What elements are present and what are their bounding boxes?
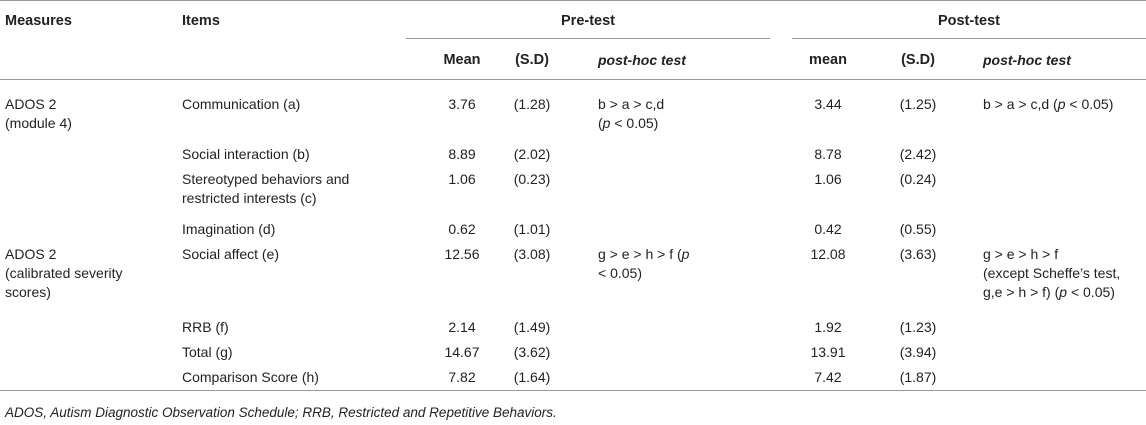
row-post-mean: 12.08 [810,246,846,262]
row-pre-mean: 12.56 [444,246,480,262]
header-post-posthoc: post-hoc test [983,52,1071,68]
posthoc-text: ( [598,115,603,131]
row-pre-sd: (0.23) [513,171,551,187]
posthoc-text: b > a > c,d ( [983,96,1058,112]
posthoc-calibrated-post: g > e > h > f (except Scheffe’s test, g,… [983,245,1120,302]
header-measures: Measures [5,13,72,29]
p-value-symbol: p [602,115,611,131]
row-post-sd: (1.87) [899,369,937,385]
row-item: Imagination (d) [182,221,276,237]
row-post-sd: (0.24) [899,171,937,187]
row-pre-sd: (2.02) [513,146,551,162]
posthoc-text: g > e > h > f (except Scheffe’s test, g,… [983,246,1121,300]
row-post-mean: 3.44 [814,96,842,112]
row-pre-mean: 3.76 [448,96,476,112]
posthoc-text: < 0.05) [598,265,642,281]
row-pre-mean: 2.14 [448,319,476,335]
row-item: RRB (f) [182,319,229,335]
row-post-sd: (3.63) [899,246,937,262]
posthoc-text: g > e > h > f ( [598,246,682,262]
measure-ados-calibrated: ADOS 2 (calibrated severity scores) [5,246,123,300]
row-post-mean: 8.78 [814,146,842,162]
posthoc-text: < 0.05) [1065,96,1114,112]
row-post-mean: 1.92 [814,319,842,335]
row-pre-mean: 7.82 [448,369,476,385]
row-pre-sd: (1.28) [513,96,551,112]
posthoc-calibrated-pre: g > e > h > f (p < 0.05) [598,245,748,283]
row-item: Stereotyped behaviors and restricted int… [182,171,350,206]
row-post-mean: 13.91 [810,344,846,360]
row-item: Communication (a) [182,96,301,112]
p-value-symbol: p [681,246,690,262]
row-post-sd: (0.55) [899,221,937,237]
posthoc-text: < 0.05) [610,115,659,131]
row-post-sd: (3.94) [899,344,937,360]
header-pre-test: Pre-test [561,13,615,29]
header-items: Items [182,13,220,29]
row-post-mean: 1.06 [814,171,842,187]
header-pre-posthoc: post-hoc test [598,52,686,68]
p-value-symbol: p [1059,284,1068,300]
rule-header-bottom [0,79,1146,80]
row-item: Total (g) [182,344,233,360]
row-pre-mean: 8.89 [448,146,476,162]
posthoc-module4-pre: b > a > c,d (p < 0.05) [598,95,664,133]
row-item: Comparison Score (h) [182,369,319,385]
row-pre-sd: (1.01) [513,221,551,237]
row-post-sd: (1.25) [899,96,937,112]
row-pre-sd: (3.08) [513,246,551,262]
row-item: Social affect (e) [182,246,280,262]
row-post-sd: (2.42) [899,146,937,162]
row-post-mean: 7.42 [814,369,842,385]
row-pre-sd: (1.64) [513,369,551,385]
row-pre-mean: 0.62 [448,221,476,237]
measure-ados-module4: ADOS 2 (module 4) [5,96,72,131]
header-pre-sd: (S.D) [515,52,549,68]
rule-bottom [0,390,1146,391]
header-post-sd: (S.D) [901,52,935,68]
row-pre-sd: (1.49) [513,319,551,335]
table-footnote: ADOS, Autism Diagnostic Observation Sche… [5,405,557,420]
row-post-sd: (1.23) [899,319,937,335]
posthoc-text: b > a > c,d [598,96,665,112]
header-pre-mean: Mean [443,52,481,68]
rule-pre-span [406,38,770,39]
p-value-symbol: p [1057,96,1066,112]
row-pre-sd: (3.62) [513,344,551,360]
header-post-test: Post-test [937,13,1001,29]
rule-post-span [792,38,1146,39]
row-post-mean: 0.42 [814,221,842,237]
row-pre-mean: 1.06 [448,171,476,187]
posthoc-module4-post: b > a > c,d (p < 0.05) [983,95,1113,114]
posthoc-text: < 0.05) [1067,284,1115,300]
rule-top [0,0,1146,1]
row-pre-mean: 14.67 [444,344,480,360]
row-item: Social interaction (b) [182,146,310,162]
header-post-mean: mean [809,52,847,68]
